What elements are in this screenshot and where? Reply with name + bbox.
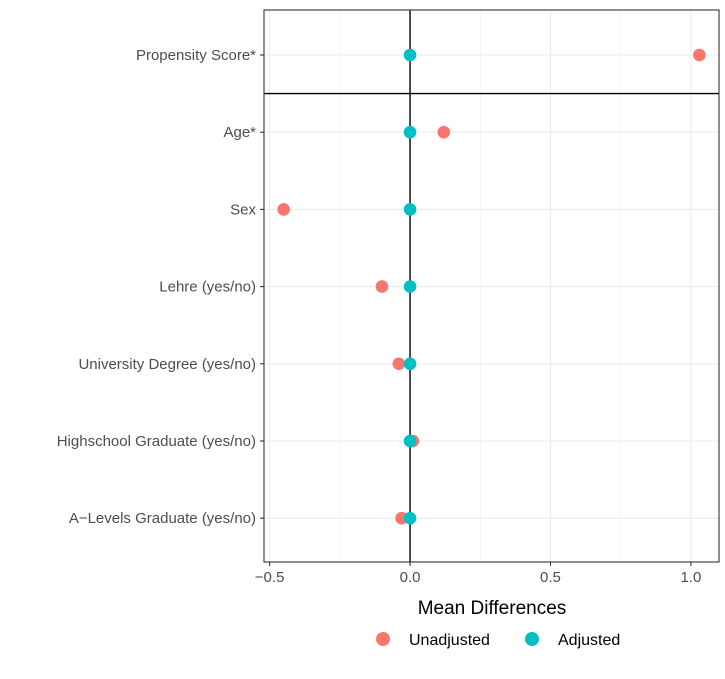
adjusted-point [403,357,417,371]
x-tick-label: 0.5 [540,569,561,586]
unadjusted-point [277,203,290,216]
legend-label: Unadjusted [409,632,490,649]
legend-key-unadjusted [376,632,390,646]
y-tick-label: A−Levels Graduate (yes/no) [69,510,256,527]
legend: Unadjusted Adjusted [376,632,620,649]
x-tick-label: −0.5 [255,569,285,586]
y-tick-label: Propensity Score* [136,47,256,64]
axes-layer [260,9,720,566]
legend-key-adjusted [525,632,539,646]
adjusted-point [403,203,417,216]
adjusted-point [403,434,417,448]
points-layer [277,48,706,525]
y-tick-label: Sex [230,201,256,218]
legend-label: Adjusted [558,632,620,649]
y-tick-label: Lehre (yes/no) [159,279,256,296]
y-tick-label: Highschool Graduate (yes/no) [57,433,256,450]
x-tick-label: 1.0 [680,569,701,586]
x-axis-title: Mean Differences [418,598,567,619]
adjusted-point [403,280,417,293]
adjusted-point [403,48,417,62]
x-tick-label: 0.0 [400,569,421,586]
reference-lines [264,10,719,562]
grid-layer [264,10,719,562]
unadjusted-point [392,357,406,371]
y-tick-label: Age* [223,124,256,141]
adjusted-point [403,511,417,525]
unadjusted-point [693,48,706,62]
labels-layer: Propensity Score* Age* Sex Lehre (yes/no) Un… [57,47,702,586]
adjusted-point [403,125,417,139]
unadjusted-point [437,125,451,139]
unadjusted-point [375,280,389,293]
y-tick-label: University Degree (yes/no) [78,356,256,373]
panel-border [263,9,720,563]
